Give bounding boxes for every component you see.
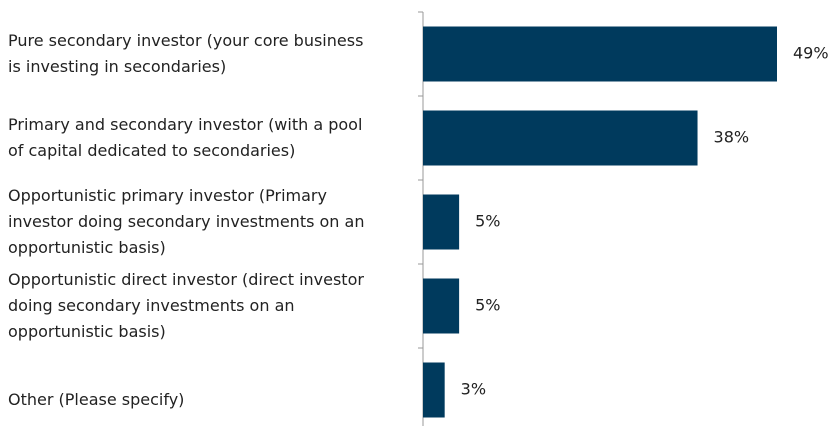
category-line: Primary and secondary investor (with a p… — [8, 115, 362, 134]
category-label: Opportunistic primary investor (Primary i… — [8, 186, 364, 257]
bar — [423, 362, 445, 418]
category-line: investor doing secondary investments on … — [8, 212, 364, 231]
bar — [423, 26, 777, 82]
category-line: Other (Please specify) — [8, 390, 184, 409]
category-line: is investing in secondaries) — [8, 57, 226, 76]
category-line: doing secondary investments on an — [8, 296, 295, 315]
value-label: 5% — [475, 212, 500, 231]
category-label: Other (Please specify) — [8, 390, 184, 409]
category-line: Opportunistic primary investor (Primary — [8, 186, 327, 205]
category-line: opportunistic basis) — [8, 322, 166, 341]
category-label: Opportunistic direct investor (direct in… — [8, 270, 364, 341]
category-label: Pure secondary investor (your core busin… — [8, 31, 363, 76]
category-label: Primary and secondary investor (with a p… — [8, 115, 362, 160]
bar — [423, 278, 460, 334]
bar — [423, 110, 698, 166]
bar — [423, 194, 460, 250]
value-label: 3% — [461, 380, 486, 399]
value-label: 49% — [793, 44, 829, 63]
category-line: Pure secondary investor (your core busin… — [8, 31, 363, 50]
category-line: of capital dedicated to secondaries) — [8, 141, 295, 160]
value-label: 38% — [714, 128, 750, 147]
value-label: 5% — [475, 296, 500, 315]
category-line: opportunistic basis) — [8, 238, 166, 257]
category-line: Opportunistic direct investor (direct in… — [8, 270, 364, 289]
